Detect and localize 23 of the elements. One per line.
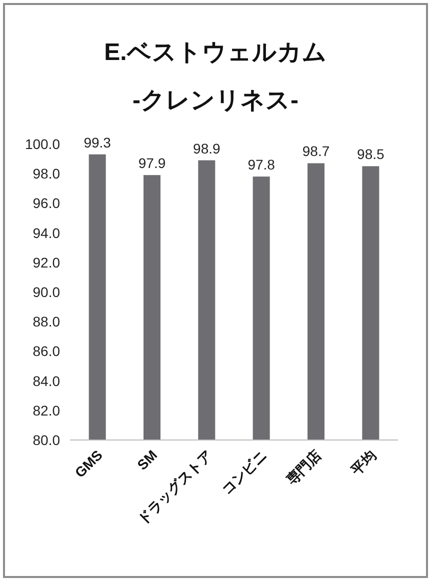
y-tick-label: 100.0 xyxy=(24,136,60,152)
data-label: 97.8 xyxy=(248,156,276,173)
data-label: 98.7 xyxy=(302,143,330,160)
x-tick-label: 平均 xyxy=(346,446,379,479)
x-tick-label: コンビニ xyxy=(218,446,270,498)
data-label: 99.3 xyxy=(84,134,112,150)
y-tick-label: 94.0 xyxy=(32,224,60,241)
chart-subtitle: -クレンリネス- xyxy=(132,87,298,114)
y-tick-label: 98.0 xyxy=(32,166,60,182)
y-tick-label: 80.0 xyxy=(32,432,60,448)
y-tick-label: 84.0 xyxy=(32,372,60,389)
y-tick-label: 88.0 xyxy=(32,314,60,330)
y-tick-label: 86.0 xyxy=(32,343,60,360)
x-tick-label: 専門店 xyxy=(282,446,324,489)
y-tick-label: 96.0 xyxy=(32,195,60,212)
x-tick-label: SM xyxy=(134,446,160,473)
data-label: 98.5 xyxy=(357,146,385,162)
chart-title: E.ベストウェルカム xyxy=(104,39,327,66)
y-tick-label: 90.0 xyxy=(32,284,60,300)
data-label: 98.9 xyxy=(193,140,221,156)
data-label: 97.9 xyxy=(138,155,166,172)
y-tick-label: 92.0 xyxy=(32,254,60,270)
y-tick-label: 82.0 xyxy=(32,402,60,418)
